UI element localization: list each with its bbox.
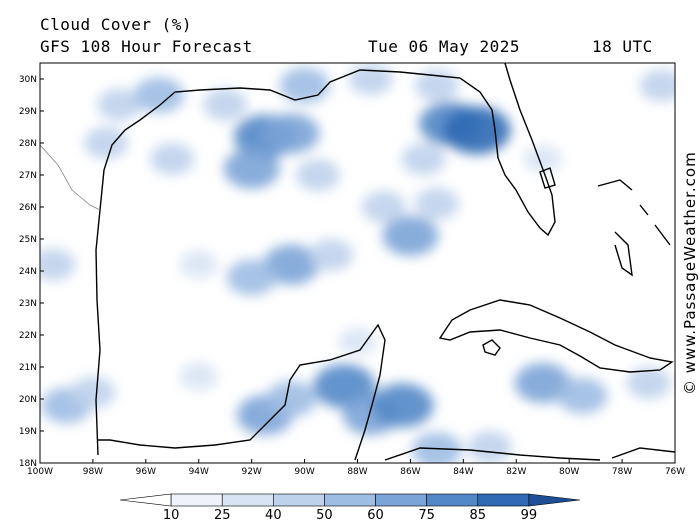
- lon-tick-label: 80W: [559, 467, 579, 477]
- cloud-cell: [179, 362, 218, 391]
- lon-tick-label: 84W: [453, 467, 473, 477]
- colorbar-segment: [528, 493, 581, 507]
- cloud-cell: [514, 363, 571, 403]
- cloud-cell: [279, 67, 330, 104]
- cloud-cell: [467, 431, 512, 463]
- cloud-cell: [309, 239, 354, 271]
- cloud-cell: [203, 88, 248, 121]
- cloud-cell: [626, 367, 671, 399]
- cloud-cell: [411, 432, 462, 463]
- us-mexico-border: [40, 144, 101, 211]
- coastline-isle-of-youth: [482, 339, 501, 356]
- lon-tick-label: 78W: [612, 467, 632, 477]
- lat-tick-label: 27N: [19, 171, 37, 181]
- lon-tick-label: 96W: [136, 467, 156, 477]
- cloud-cell: [414, 187, 459, 220]
- colorbar-segment: [273, 493, 325, 507]
- cloud-cell: [348, 63, 393, 95]
- lat-tick-label: 30N: [19, 75, 37, 85]
- forecast-model: GFS 108 Hour Forecast: [40, 37, 253, 56]
- cloud-cell: [150, 143, 195, 175]
- cloud-cell: [97, 88, 142, 121]
- cloud-cell: [295, 159, 340, 191]
- coastline-gulf: [95, 63, 556, 456]
- lon-tick-label: 98W: [83, 467, 103, 477]
- colorbar-segment: [221, 493, 274, 507]
- lon-tick-label: 76W: [665, 467, 685, 477]
- cloud-cell: [371, 383, 434, 428]
- cloud-cell: [179, 250, 218, 279]
- cloud-cell: [442, 106, 511, 155]
- colorbar-label: 10: [162, 508, 180, 523]
- colorbar-segment: [477, 493, 530, 507]
- coastlines: [40, 63, 675, 461]
- cloud-cell: [134, 77, 185, 113]
- coastline-cuba: [438, 299, 674, 373]
- colorbar-label: 60: [367, 508, 384, 523]
- lat-tick-label: 18N: [19, 459, 37, 469]
- cloud-cell: [266, 381, 317, 417]
- lon-tick-label: 86W: [400, 467, 420, 477]
- lon-tick-label: 94W: [189, 467, 209, 477]
- cloud-cell: [263, 113, 320, 154]
- colorbar-label: 40: [265, 508, 282, 523]
- lat-tick-label: 23N: [19, 299, 37, 309]
- cloud-layer: [40, 63, 675, 463]
- colorbar-label: 99: [520, 508, 538, 523]
- colorbar-segment: [170, 493, 223, 507]
- cloud-cell: [263, 244, 320, 285]
- cloud-cell: [226, 259, 277, 296]
- colorbar-label: 85: [469, 508, 487, 523]
- credit-text: © www.PassageWeather.com: [681, 151, 699, 395]
- colorbar-label: 50: [316, 508, 333, 523]
- colorbar-segment: [119, 493, 172, 507]
- colorbar: [119, 493, 581, 507]
- coastline-bahamas: [539, 167, 671, 277]
- lon-tick-label: 92W: [241, 467, 261, 477]
- forecast-date: Tue 06 May 2025: [368, 37, 520, 56]
- axis-ticks: 30N 29N 28N 27N 26N 25N 24N 23N 22N 21N 20N 19N 18N1…: [19, 75, 685, 477]
- cloud-cell: [361, 191, 406, 223]
- lat-tick-label: 28N: [19, 139, 37, 149]
- cloud-cell: [223, 148, 280, 189]
- lat-tick-label: 29N: [19, 107, 37, 117]
- lon-tick-label: 88W: [347, 467, 367, 477]
- lat-tick-label: 19N: [19, 427, 37, 437]
- colorbar-segment: [375, 493, 427, 507]
- cloud-cell: [338, 327, 377, 356]
- lon-tick-label: 90W: [294, 467, 314, 477]
- lat-tick-label: 26N: [19, 203, 37, 213]
- cloud-cell: [84, 127, 129, 159]
- lat-tick-label: 21N: [19, 363, 37, 373]
- coastline-campeche: [98, 323, 386, 461]
- cloud-cell: [70, 376, 115, 409]
- cloud-cell: [382, 215, 439, 256]
- lat-tick-label: 22N: [19, 331, 37, 341]
- lon-tick-label: 82W: [506, 467, 526, 477]
- lat-tick-label: 20N: [19, 395, 37, 405]
- coastline-hispaniola: [611, 447, 675, 459]
- cloud-cell: [523, 145, 562, 173]
- colorbar-label: 75: [418, 508, 435, 523]
- cloud-cell: [639, 69, 675, 102]
- colorbar-segment: [324, 493, 376, 507]
- lon-tick-label: 100W: [27, 467, 53, 477]
- colorbar-label: 25: [213, 508, 231, 523]
- coastline-honduras: [384, 447, 601, 461]
- cloud-cell: [40, 248, 76, 281]
- colorbar-segment: [426, 493, 479, 507]
- lat-tick-label: 25N: [19, 235, 37, 245]
- cloud-cell: [557, 377, 608, 414]
- cloud-cell: [401, 143, 446, 175]
- forecast-time: 18 UTC: [592, 37, 653, 56]
- lat-tick-label: 24N: [19, 267, 37, 277]
- map-title: Cloud Cover (%): [40, 15, 192, 34]
